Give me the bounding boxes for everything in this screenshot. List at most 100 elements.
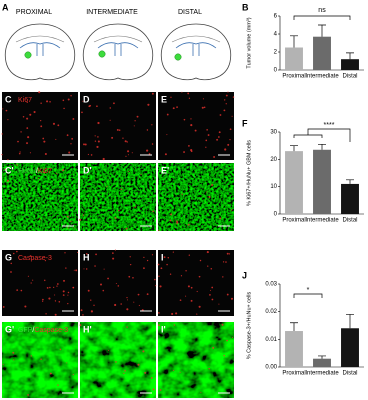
red-signal (223, 354, 225, 357)
red-signal (70, 143, 72, 145)
micrograph: H (80, 249, 157, 316)
red-signal (159, 285, 162, 288)
red-signal (97, 136, 99, 138)
red-signal (146, 129, 149, 131)
red-signal (67, 303, 69, 305)
y-tick-label: 30 (270, 130, 277, 136)
red-signal (143, 267, 145, 270)
red-signal (190, 124, 193, 127)
micrograph: H' (79, 322, 156, 398)
red-signal (65, 267, 67, 269)
red-signal (44, 279, 46, 282)
fluorescence (158, 163, 234, 231)
brain-outline (4, 23, 76, 81)
red-signal (16, 164, 18, 166)
red-signal (96, 105, 98, 108)
red-signal (205, 139, 208, 142)
red-signal (126, 308, 129, 311)
red-signal (225, 94, 228, 97)
red-signal (79, 324, 82, 327)
error-bar (346, 314, 354, 329)
red-signal (205, 146, 207, 148)
red-signal (208, 195, 211, 198)
red-signal (115, 283, 117, 285)
red-signal (200, 391, 202, 393)
x-tick-label: Distal (342, 218, 357, 224)
stain-text: / (36, 168, 38, 175)
micrograph-background (2, 92, 78, 160)
red-signal (46, 286, 49, 289)
fluorescence (80, 163, 156, 231)
red-signal (151, 92, 154, 95)
red-signal (22, 116, 25, 118)
red-signal (150, 377, 153, 379)
red-signal (132, 277, 134, 279)
red-signal (228, 253, 231, 255)
red-signal (125, 155, 127, 157)
red-signal (1, 133, 3, 135)
red-signal (42, 298, 44, 301)
red-signal (109, 107, 112, 109)
bar (313, 36, 331, 70)
red-signal (46, 100, 49, 103)
brain-outline (82, 23, 154, 81)
red-signal (82, 214, 85, 216)
red-signal (190, 286, 193, 289)
red-signal (38, 177, 40, 179)
red-signal (30, 355, 32, 357)
red-signal (207, 134, 210, 136)
error-bar (346, 52, 354, 60)
red-signal (62, 169, 65, 172)
red-signal (100, 283, 103, 286)
red-signal (128, 275, 131, 278)
panel-label: I (161, 252, 164, 262)
red-signal (169, 273, 172, 275)
red-signal (56, 283, 59, 285)
red-signal (158, 229, 160, 232)
red-signal (187, 92, 190, 95)
red-signal (146, 293, 149, 296)
red-signal (83, 268, 85, 270)
red-signal (27, 394, 30, 396)
red-signal (155, 285, 157, 287)
red-signal (148, 152, 151, 155)
red-signal (223, 99, 226, 101)
red-signal (218, 303, 220, 305)
red-signal (180, 275, 183, 277)
stain-text: Ki67 (38, 168, 52, 175)
red-signal (179, 371, 181, 373)
panel-label: J (242, 270, 247, 280)
red-signal (44, 152, 47, 156)
red-signal (222, 261, 225, 263)
red-signal (88, 166, 90, 169)
red-signal (170, 213, 173, 216)
red-signal (152, 210, 154, 213)
red-signal (181, 91, 183, 93)
micrograph: G Caspase-3 (2, 250, 79, 316)
red-signal (219, 217, 222, 220)
stain-text: GFP (18, 327, 33, 334)
x-tick-label: Intermediate (305, 371, 339, 377)
red-signal (45, 313, 47, 315)
red-signal (173, 324, 176, 326)
red-signal (196, 290, 198, 293)
bar-chart: J % Caspase-3+/HuNu+ cells 0.00 0.01 0.02 0.0… (242, 270, 364, 377)
red-signal (206, 251, 209, 254)
red-signal (201, 106, 204, 109)
fluorescence (2, 322, 78, 398)
red-signal (138, 304, 140, 307)
red-signal (128, 170, 130, 173)
y-tick-label: 10 (270, 184, 277, 190)
red-signal (229, 128, 232, 131)
micrograph-background (2, 250, 78, 316)
red-signal (40, 102, 42, 105)
red-signal (123, 372, 125, 375)
red-signal (30, 282, 32, 284)
red-signal (103, 268, 105, 270)
error-bar (290, 35, 298, 48)
red-signal (66, 134, 69, 137)
red-signal (10, 262, 12, 265)
y-axis-label: % Ki67+/HuNu+ GBM cells (246, 140, 252, 206)
red-signal (29, 113, 32, 116)
red-signal (146, 149, 149, 152)
